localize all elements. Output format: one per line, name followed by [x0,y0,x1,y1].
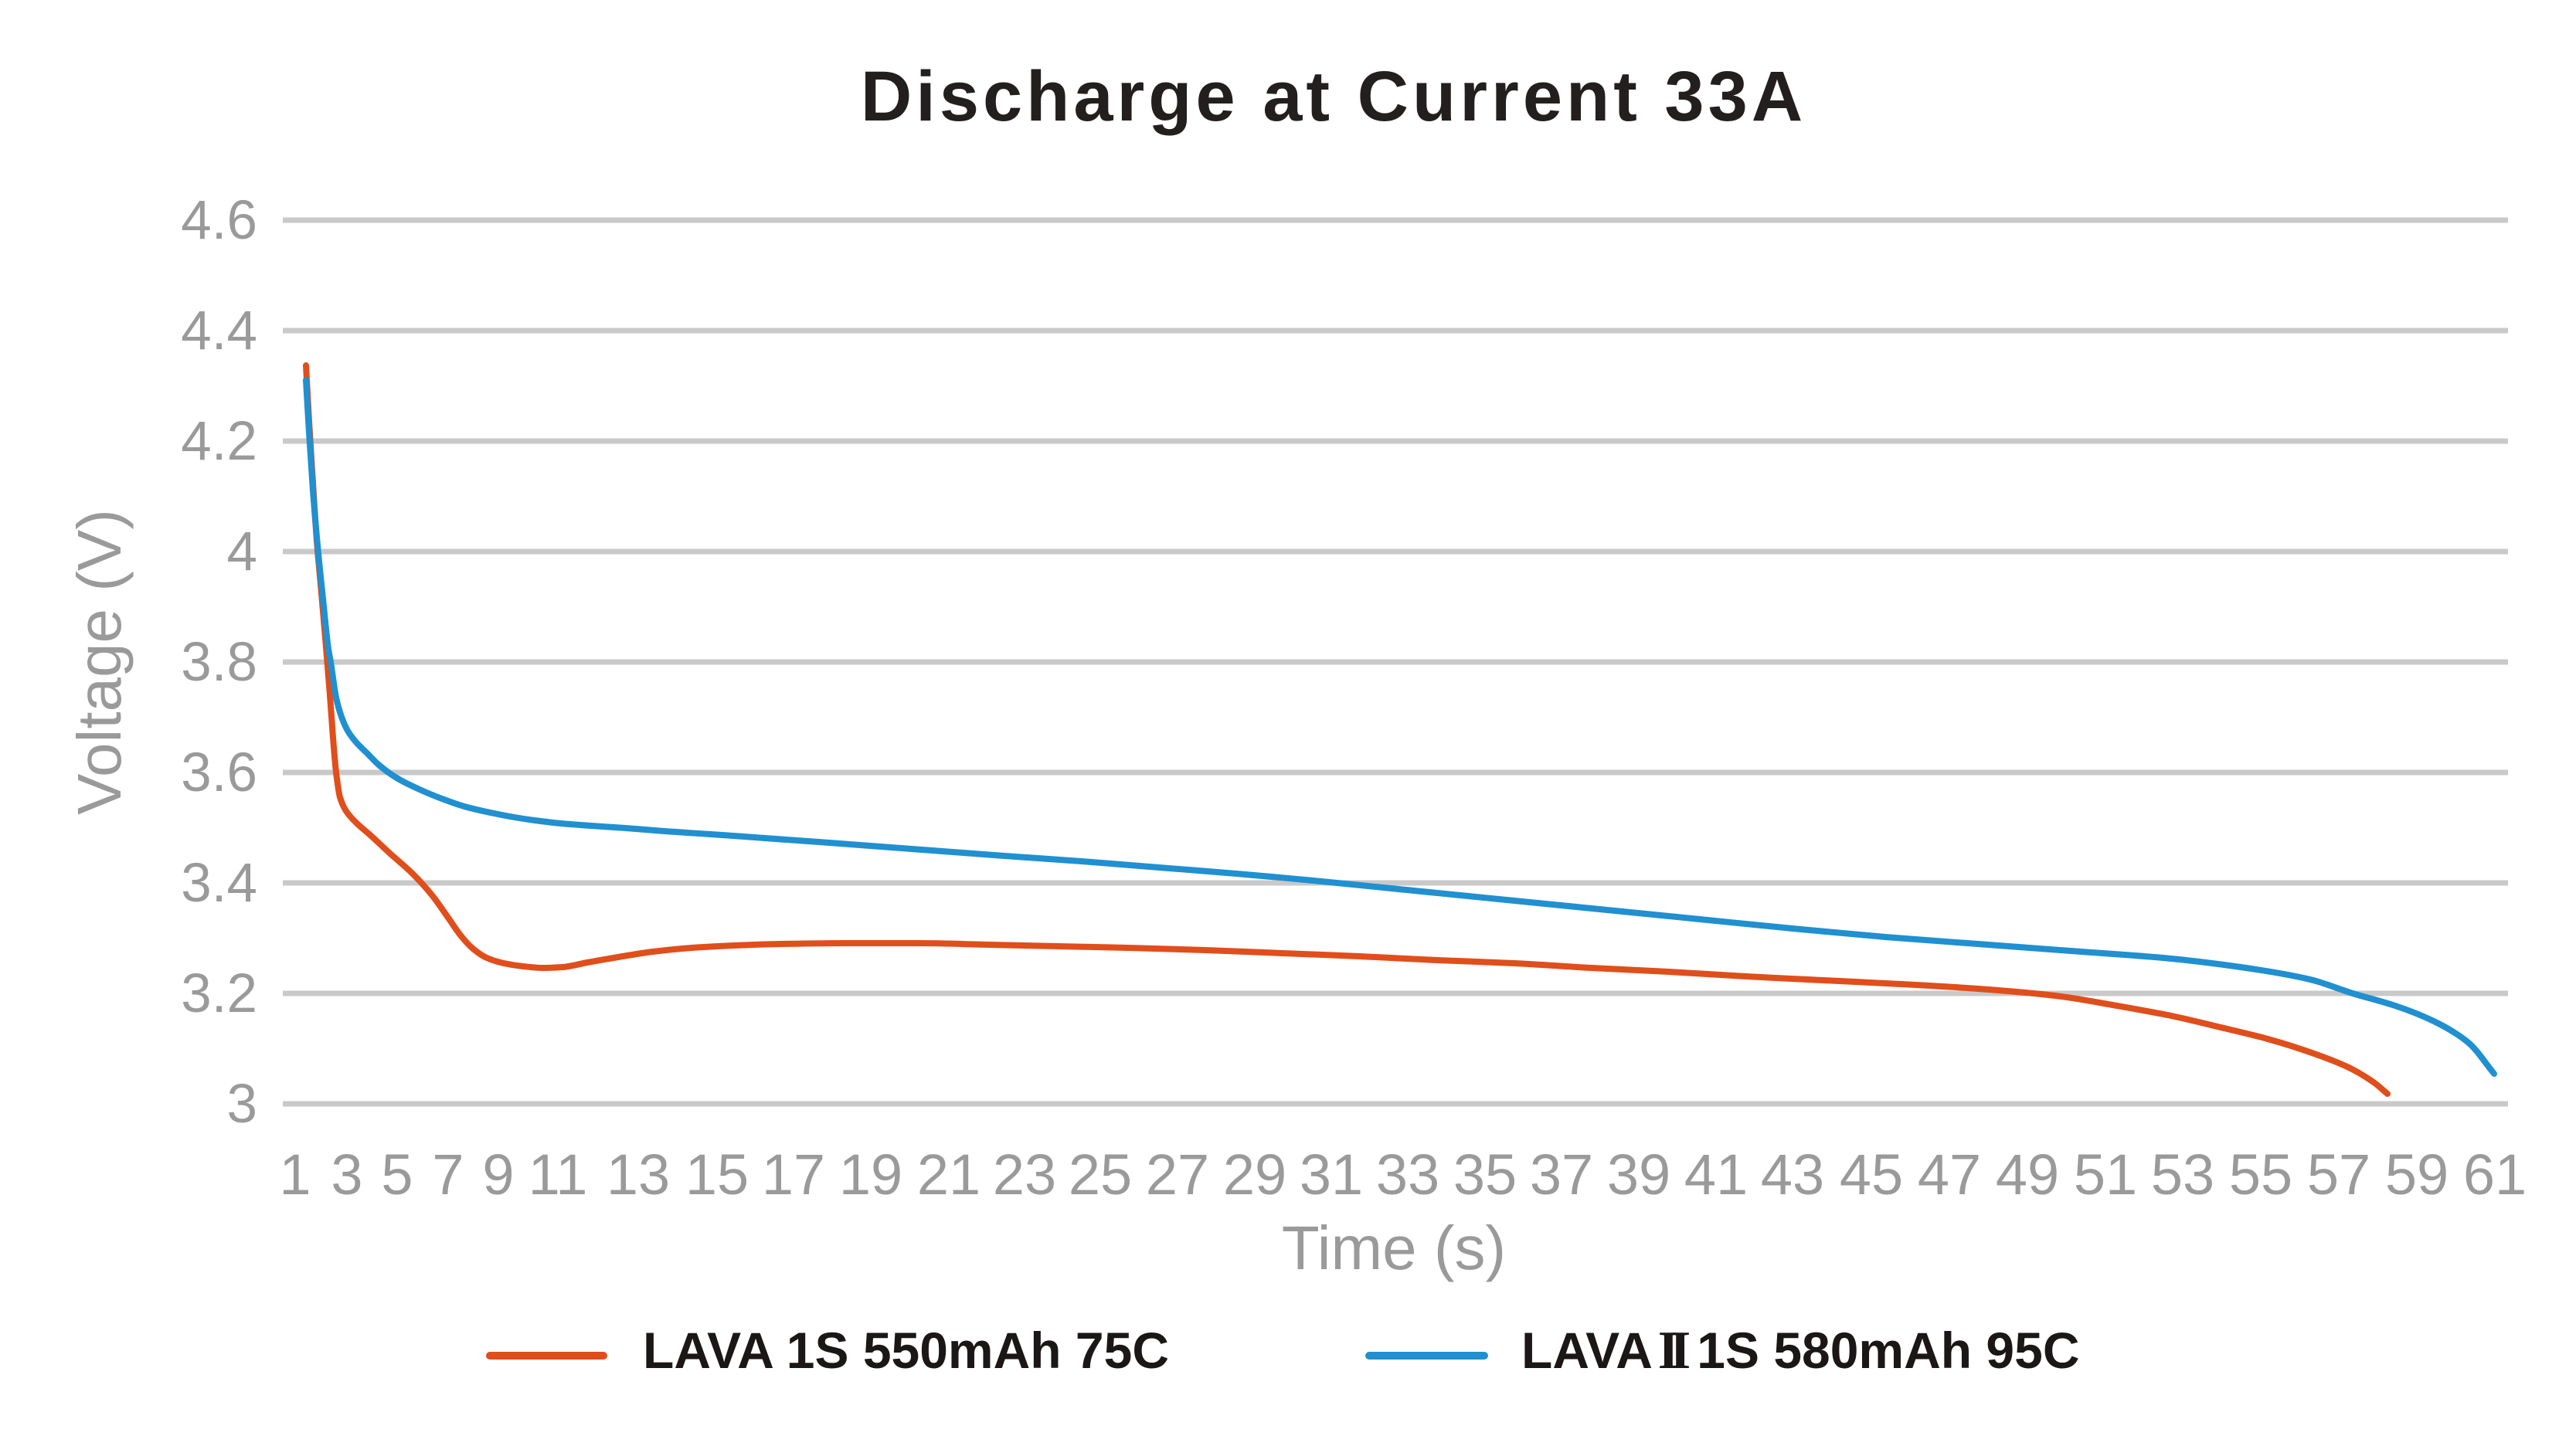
svg-text:3.6: 3.6 [181,742,257,803]
svg-text:4.2: 4.2 [181,411,257,472]
svg-text:25: 25 [1069,1142,1132,1207]
svg-text:37: 37 [1530,1142,1593,1207]
svg-text:45: 45 [1840,1142,1903,1207]
svg-text:11: 11 [528,1142,588,1207]
svg-text:51: 51 [2074,1142,2137,1207]
svg-text:4: 4 [227,521,258,582]
svg-text:49: 49 [1996,1142,2059,1207]
svg-text:4.4: 4.4 [181,300,257,362]
svg-text:61: 61 [2463,1142,2527,1207]
svg-text:31: 31 [1300,1142,1363,1207]
svg-text:7: 7 [432,1142,464,1207]
svg-text:LAVA 1S 550mAh 75C: LAVA 1S 550mAh 75C [643,1322,1169,1379]
svg-text:Time (s): Time (s) [1282,1214,1506,1282]
svg-text:21: 21 [917,1142,980,1207]
svg-text:3.8: 3.8 [181,632,257,693]
svg-text:3.4: 3.4 [181,853,257,914]
svg-text:55: 55 [2229,1142,2292,1207]
svg-text:17: 17 [762,1142,825,1207]
svg-text:9: 9 [482,1142,514,1207]
svg-text:47: 47 [1918,1142,1981,1207]
svg-text:13: 13 [607,1142,670,1207]
svg-text:1: 1 [279,1142,311,1207]
svg-text:23: 23 [993,1142,1056,1207]
svg-text:15: 15 [685,1142,749,1207]
svg-text:43: 43 [1761,1142,1824,1207]
svg-text:3.2: 3.2 [181,963,257,1024]
svg-text:4.6: 4.6 [181,190,257,251]
svg-text:35: 35 [1453,1142,1517,1207]
svg-text:39: 39 [1607,1142,1670,1207]
svg-text:3: 3 [331,1142,362,1207]
svg-text:29: 29 [1223,1142,1286,1207]
svg-text:33: 33 [1376,1142,1439,1207]
svg-text:Voltage (V): Voltage (V) [65,509,134,815]
svg-text:53: 53 [2151,1142,2214,1207]
svg-text:Discharge at Current 33A: Discharge at Current 33A [861,57,1806,136]
svg-text:19: 19 [839,1142,902,1207]
svg-text:41: 41 [1684,1142,1748,1207]
svg-text:5: 5 [381,1142,413,1207]
svg-text:57: 57 [2307,1142,2370,1207]
svg-text:59: 59 [2385,1142,2449,1207]
svg-text:27: 27 [1146,1142,1209,1207]
svg-text:3: 3 [227,1074,258,1135]
